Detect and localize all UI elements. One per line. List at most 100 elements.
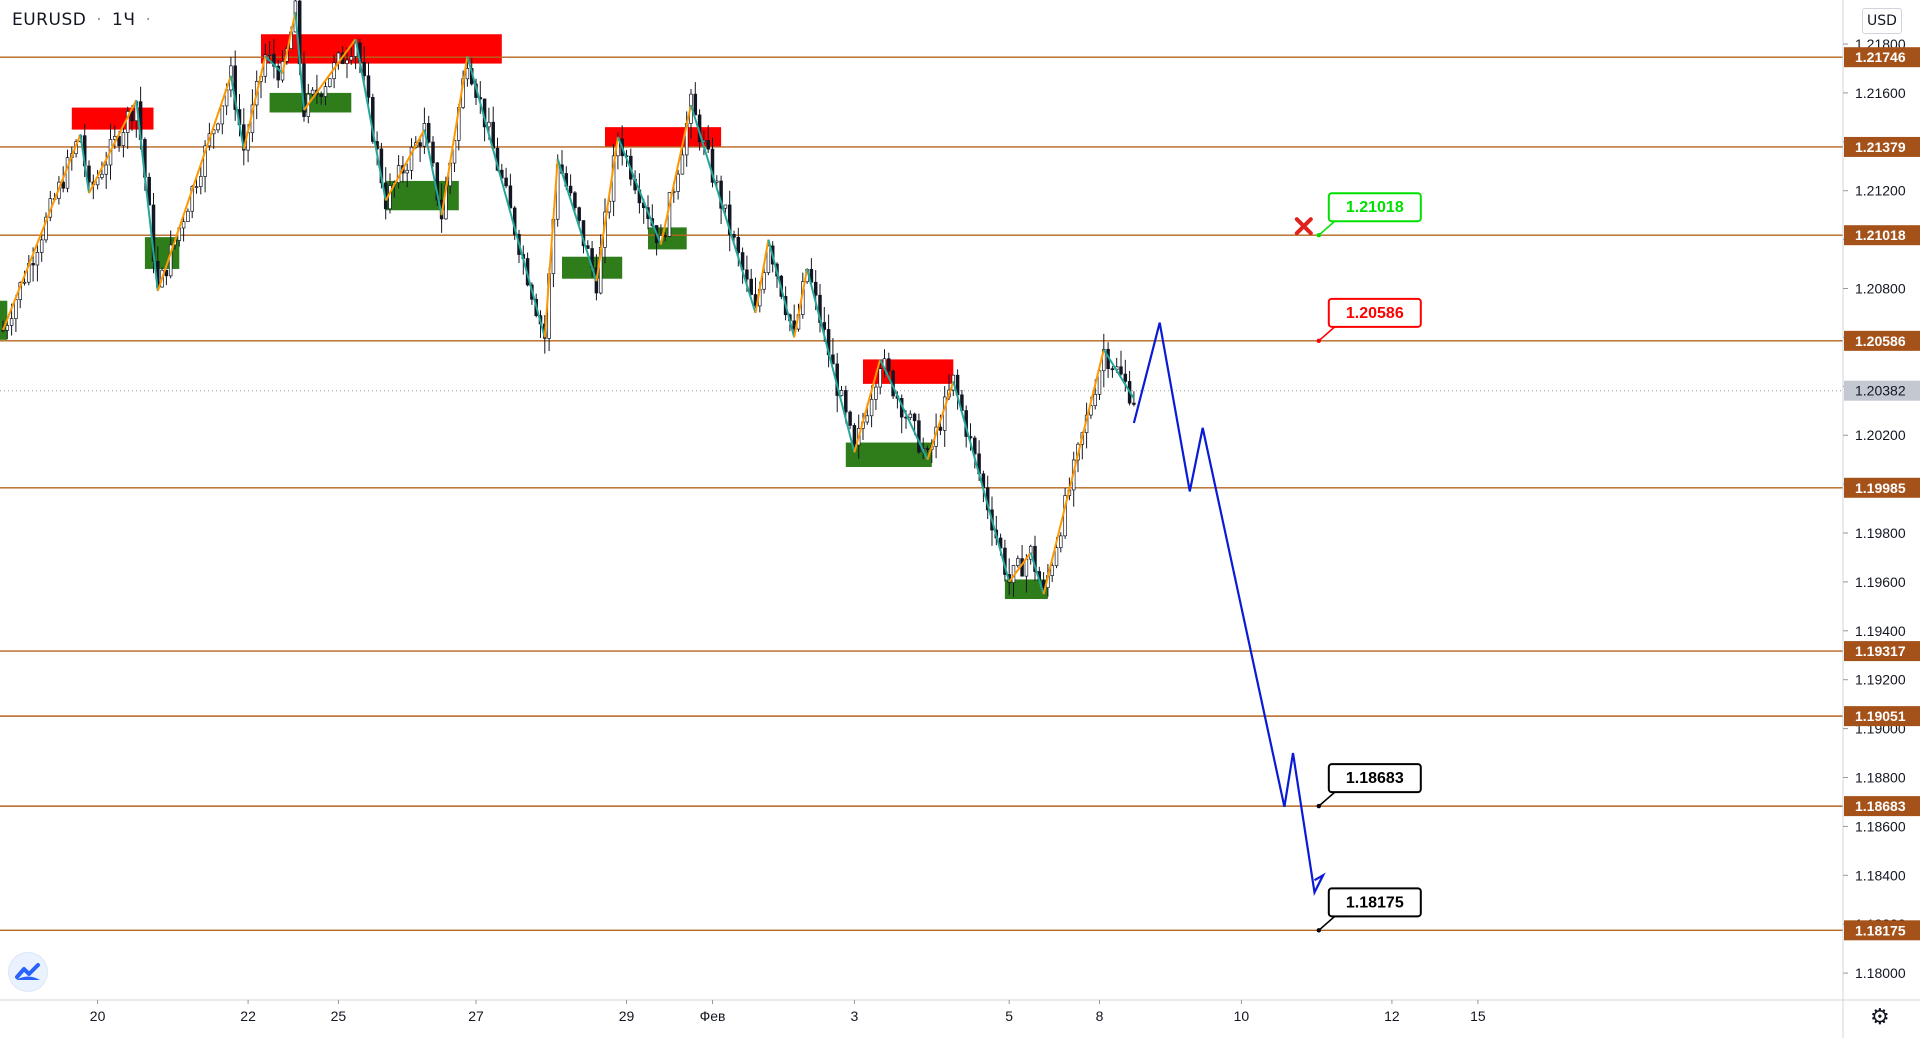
- time-tick-label: Фев: [700, 1008, 726, 1024]
- callout-anchor-dot: [1316, 928, 1322, 933]
- level-axis-label-bg: [1844, 641, 1920, 662]
- candle-body: [710, 148, 715, 183]
- candle-body: [1093, 393, 1097, 407]
- time-tick-label: 8: [1096, 1008, 1104, 1024]
- candle-body: [61, 181, 65, 189]
- zigzag-down-segment: [952, 381, 1011, 583]
- candle-body: [310, 89, 315, 95]
- zigzag-up-segment: [384, 129, 426, 201]
- zigzag-down-segment: [466, 55, 546, 338]
- callout-anchor-dot: [1316, 803, 1322, 809]
- zigzag-down-segment: [79, 134, 90, 194]
- candle-body: [848, 411, 852, 426]
- candle-body: [186, 210, 190, 222]
- candle-body: [878, 368, 882, 388]
- candle-body: [328, 78, 332, 87]
- candle-body: [117, 136, 121, 147]
- candle-body: [844, 390, 848, 413]
- currency-button[interactable]: USD: [1862, 8, 1902, 34]
- level-axis-label-bg: [1844, 330, 1920, 351]
- candle-body: [431, 141, 435, 164]
- candle-body: [164, 269, 169, 277]
- level-axis-label: 1.21018: [1855, 227, 1906, 243]
- zigzag-up-segment: [2, 134, 82, 331]
- callout-box: [1327, 763, 1422, 794]
- zigzag-up-segment: [1042, 349, 1105, 595]
- candle-body: [831, 354, 835, 365]
- zigzag-up-segment: [281, 12, 297, 74]
- zigzag-down-segment: [354, 38, 387, 201]
- candle-body: [203, 145, 207, 177]
- candle-body: [405, 169, 409, 174]
- candle-body: [938, 426, 943, 431]
- interval-label[interactable]: 1Ч: [112, 10, 136, 30]
- callout-box: [1327, 297, 1422, 328]
- candle-body: [865, 415, 870, 423]
- callout-box: [1327, 887, 1422, 918]
- gear-icon[interactable]: ⚙: [1870, 1004, 1890, 1029]
- candle-body: [276, 65, 280, 81]
- level-axis-label: 1.19051: [1855, 708, 1906, 724]
- zigzag-down-segment: [1102, 349, 1135, 400]
- tradingview-logo-icon[interactable]: [8, 952, 48, 992]
- candle-body: [973, 437, 977, 455]
- callout-label: 1.20586: [1346, 305, 1404, 322]
- candle-body: [362, 62, 366, 77]
- time-tick-label: 27: [468, 1008, 484, 1024]
- price-tick-label: 1.18600: [1855, 818, 1906, 834]
- candle-body: [435, 162, 440, 201]
- zigzag-up-segment: [1008, 551, 1032, 583]
- candle-body: [1123, 373, 1128, 382]
- level-axis-label: 1.18175: [1855, 922, 1906, 938]
- candle-body: [925, 448, 930, 450]
- zigzag-down-segment: [767, 239, 796, 338]
- demand-zone: [385, 180, 459, 211]
- zigzag-layer: [2, 12, 1135, 595]
- candle-body: [762, 272, 766, 290]
- candle-body: [409, 146, 414, 171]
- current-price-label-bg: [1844, 380, 1920, 401]
- price-tick-label: 1.19400: [1855, 623, 1906, 639]
- zigzag-down-segment: [556, 158, 598, 282]
- candle-body: [147, 176, 151, 206]
- candle-body: [869, 398, 874, 417]
- symbol-title[interactable]: EURUSD · 1Ч ·: [12, 10, 155, 30]
- candle-body: [680, 154, 685, 175]
- current-price-label: 1.20382: [1855, 383, 1906, 399]
- level-axis-label-bg: [1844, 477, 1920, 498]
- candle-body: [267, 54, 272, 56]
- level-axis-label-bg: [1844, 706, 1920, 727]
- candle-body: [22, 281, 27, 284]
- level-axis-label: 1.19985: [1855, 480, 1906, 496]
- time-tick-label: 15: [1470, 1008, 1486, 1024]
- candle-body: [1132, 402, 1136, 405]
- candle-body: [736, 236, 741, 253]
- candle-body: [418, 142, 422, 147]
- demand-zone: [648, 227, 687, 250]
- candle-body: [199, 176, 203, 187]
- candle-body: [1024, 558, 1029, 577]
- zigzag-up-segment: [440, 56, 469, 216]
- candle-body: [1050, 565, 1054, 576]
- zigzag-down-segment: [690, 104, 757, 314]
- candle-body: [1020, 558, 1024, 577]
- candle-body: [5, 325, 10, 331]
- zigzag-down-segment: [879, 358, 929, 461]
- zigzag-down-segment: [264, 55, 284, 75]
- zigzag-up-segment: [303, 38, 357, 111]
- candle-body: [766, 245, 771, 273]
- candle-body: [732, 234, 736, 238]
- zigzag-down-segment: [423, 129, 443, 216]
- price-tick-label: 1.18400: [1855, 867, 1906, 883]
- candle-body: [706, 140, 710, 150]
- callout-pointer: [1318, 326, 1347, 342]
- candle-body: [465, 68, 470, 80]
- zigzag-down-segment: [806, 268, 856, 453]
- candle-body: [693, 93, 698, 116]
- candles-layer: [1, 0, 1136, 597]
- candle-body: [181, 221, 186, 229]
- level-axis-label: 1.18683: [1855, 798, 1906, 814]
- candle-body: [1110, 368, 1115, 371]
